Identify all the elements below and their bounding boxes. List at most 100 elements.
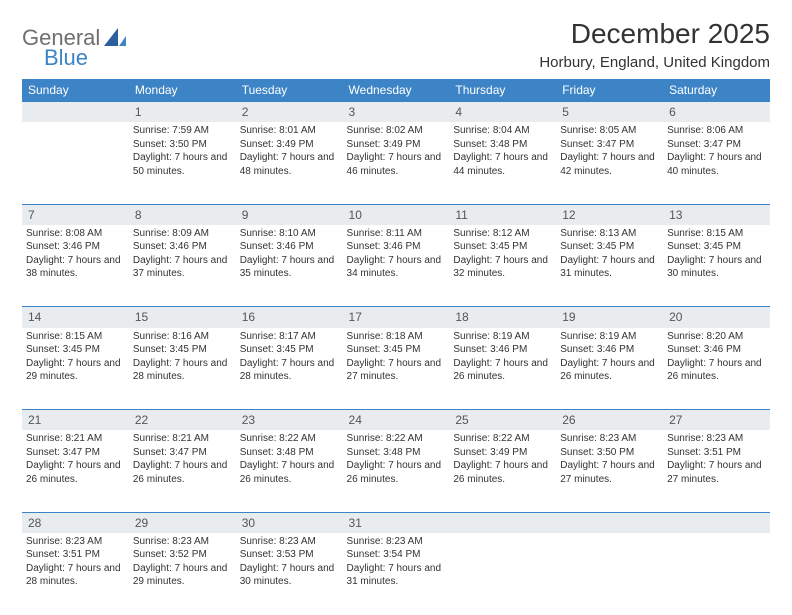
sunset-text: Sunset: 3:45 PM [26,343,125,357]
day-number: 2 [236,102,343,123]
sunset-text: Sunset: 3:49 PM [453,446,552,460]
sunset-text: Sunset: 3:46 PM [133,240,232,254]
day-cell: Sunrise: 8:06 AMSunset: 3:47 PMDaylight:… [663,122,770,204]
sunrise-text: Sunrise: 8:05 AM [560,124,659,138]
daylight-text: Daylight: 7 hours and 27 minutes. [560,459,659,486]
day-number-row: 123456 [22,102,770,123]
day-number: 14 [22,307,129,328]
day-cell: Sunrise: 8:22 AMSunset: 3:48 PMDaylight:… [236,430,343,512]
daylight-text: Daylight: 7 hours and 26 minutes. [133,459,232,486]
daylight-text: Daylight: 7 hours and 29 minutes. [26,357,125,384]
day-number: 25 [449,410,556,431]
sunset-text: Sunset: 3:46 PM [26,240,125,254]
day-cell: Sunrise: 8:09 AMSunset: 3:46 PMDaylight:… [129,225,236,307]
sunrise-text: Sunrise: 8:23 AM [347,535,446,549]
weekday-header: Wednesday [343,79,450,102]
day-number: 15 [129,307,236,328]
day-number: 22 [129,410,236,431]
sunrise-text: Sunrise: 8:01 AM [240,124,339,138]
day-number: 24 [343,410,450,431]
sunset-text: Sunset: 3:48 PM [240,446,339,460]
day-cell: Sunrise: 8:10 AMSunset: 3:46 PMDaylight:… [236,225,343,307]
day-number: 10 [343,204,450,225]
sunrise-text: Sunrise: 8:15 AM [667,227,766,241]
sunrise-text: Sunrise: 7:59 AM [133,124,232,138]
weekday-header: Saturday [663,79,770,102]
logo: General Blue [22,18,126,71]
sunset-text: Sunset: 3:45 PM [453,240,552,254]
sunset-text: Sunset: 3:49 PM [240,138,339,152]
day-cell: Sunrise: 8:22 AMSunset: 3:49 PMDaylight:… [449,430,556,512]
sunset-text: Sunset: 3:50 PM [560,446,659,460]
daylight-text: Daylight: 7 hours and 44 minutes. [453,151,552,178]
day-cell [556,533,663,615]
sunrise-text: Sunrise: 8:19 AM [453,330,552,344]
day-number: 11 [449,204,556,225]
sunrise-text: Sunrise: 8:13 AM [560,227,659,241]
daylight-text: Daylight: 7 hours and 26 minutes. [667,357,766,384]
day-number-row: 21222324252627 [22,410,770,431]
sunset-text: Sunset: 3:45 PM [240,343,339,357]
sunset-text: Sunset: 3:52 PM [133,548,232,562]
sunset-text: Sunset: 3:46 PM [560,343,659,357]
sunset-text: Sunset: 3:51 PM [667,446,766,460]
day-content-row: Sunrise: 8:08 AMSunset: 3:46 PMDaylight:… [22,225,770,307]
sunset-text: Sunset: 3:54 PM [347,548,446,562]
sunrise-text: Sunrise: 8:06 AM [667,124,766,138]
sunset-text: Sunset: 3:47 PM [133,446,232,460]
weekday-header: Tuesday [236,79,343,102]
day-number: 12 [556,204,663,225]
daylight-text: Daylight: 7 hours and 48 minutes. [240,151,339,178]
daylight-text: Daylight: 7 hours and 30 minutes. [240,562,339,589]
sunrise-text: Sunrise: 8:15 AM [26,330,125,344]
daylight-text: Daylight: 7 hours and 26 minutes. [560,357,659,384]
sunrise-text: Sunrise: 8:19 AM [560,330,659,344]
sunset-text: Sunset: 3:45 PM [133,343,232,357]
sunset-text: Sunset: 3:47 PM [667,138,766,152]
day-cell: Sunrise: 8:04 AMSunset: 3:48 PMDaylight:… [449,122,556,204]
sunrise-text: Sunrise: 8:10 AM [240,227,339,241]
day-number: 28 [22,512,129,533]
sunset-text: Sunset: 3:45 PM [560,240,659,254]
day-number: 19 [556,307,663,328]
sunrise-text: Sunrise: 8:22 AM [240,432,339,446]
day-cell: Sunrise: 8:13 AMSunset: 3:45 PMDaylight:… [556,225,663,307]
sunrise-text: Sunrise: 8:08 AM [26,227,125,241]
sunrise-text: Sunrise: 8:23 AM [560,432,659,446]
day-number: 27 [663,410,770,431]
day-number: 29 [129,512,236,533]
day-cell: Sunrise: 8:23 AMSunset: 3:51 PMDaylight:… [663,430,770,512]
day-number: 6 [663,102,770,123]
day-number: 1 [129,102,236,123]
day-cell: Sunrise: 8:11 AMSunset: 3:46 PMDaylight:… [343,225,450,307]
daylight-text: Daylight: 7 hours and 34 minutes. [347,254,446,281]
daylight-text: Daylight: 7 hours and 30 minutes. [667,254,766,281]
header: General Blue December 2025 Horbury, Engl… [22,18,770,71]
daylight-text: Daylight: 7 hours and 27 minutes. [347,357,446,384]
day-number-row: 14151617181920 [22,307,770,328]
day-cell: Sunrise: 8:23 AMSunset: 3:52 PMDaylight:… [129,533,236,615]
day-cell: Sunrise: 8:23 AMSunset: 3:51 PMDaylight:… [22,533,129,615]
day-cell: Sunrise: 8:19 AMSunset: 3:46 PMDaylight:… [449,328,556,410]
daylight-text: Daylight: 7 hours and 28 minutes. [26,562,125,589]
sunset-text: Sunset: 3:51 PM [26,548,125,562]
daylight-text: Daylight: 7 hours and 50 minutes. [133,151,232,178]
sunrise-text: Sunrise: 8:22 AM [347,432,446,446]
day-number: 4 [449,102,556,123]
daylight-text: Daylight: 7 hours and 26 minutes. [26,459,125,486]
day-cell: Sunrise: 8:08 AMSunset: 3:46 PMDaylight:… [22,225,129,307]
day-number: 20 [663,307,770,328]
day-cell: Sunrise: 8:23 AMSunset: 3:50 PMDaylight:… [556,430,663,512]
day-cell: Sunrise: 8:05 AMSunset: 3:47 PMDaylight:… [556,122,663,204]
day-number: 7 [22,204,129,225]
sunrise-text: Sunrise: 8:23 AM [26,535,125,549]
daylight-text: Daylight: 7 hours and 46 minutes. [347,151,446,178]
day-cell: Sunrise: 8:19 AMSunset: 3:46 PMDaylight:… [556,328,663,410]
sunset-text: Sunset: 3:49 PM [347,138,446,152]
day-cell: Sunrise: 8:12 AMSunset: 3:45 PMDaylight:… [449,225,556,307]
daylight-text: Daylight: 7 hours and 27 minutes. [667,459,766,486]
day-cell: Sunrise: 8:15 AMSunset: 3:45 PMDaylight:… [22,328,129,410]
sunset-text: Sunset: 3:46 PM [453,343,552,357]
day-cell: Sunrise: 8:01 AMSunset: 3:49 PMDaylight:… [236,122,343,204]
day-cell: Sunrise: 8:02 AMSunset: 3:49 PMDaylight:… [343,122,450,204]
